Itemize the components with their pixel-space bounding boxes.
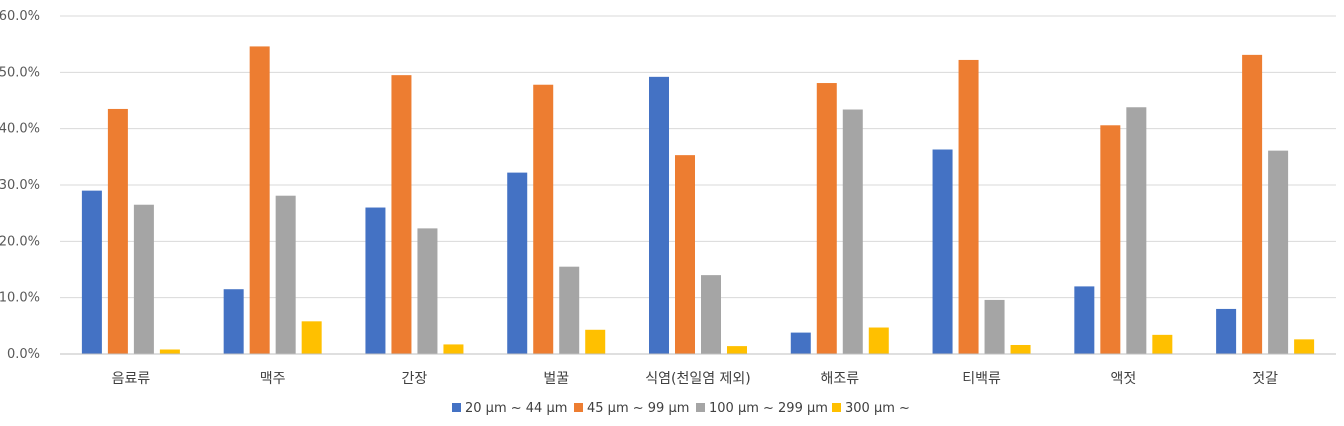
bar	[301, 321, 322, 354]
y-tick-label: 10.0%	[0, 291, 40, 306]
x-category-label: 티백류	[962, 371, 1001, 387]
bar	[507, 172, 528, 354]
bar	[701, 275, 721, 354]
bar	[1126, 107, 1147, 354]
bar	[984, 299, 1005, 354]
y-tick-label: 0.0%	[7, 347, 40, 362]
x-category-label: 식염(천일염 제외)	[645, 371, 751, 387]
bar	[675, 155, 695, 354]
bar	[958, 59, 979, 354]
legend-label: 300 µm ~	[845, 401, 910, 416]
bar	[727, 346, 747, 354]
bar	[107, 108, 128, 354]
bar	[559, 266, 580, 354]
bar	[159, 349, 180, 354]
bar	[223, 289, 244, 354]
bar	[1268, 150, 1289, 354]
bar	[533, 84, 554, 354]
gridlines	[60, 15, 1336, 299]
x-category-label: 음료류	[112, 371, 151, 387]
bar	[1152, 334, 1173, 354]
bar	[868, 327, 889, 354]
bar	[81, 190, 102, 354]
bar	[365, 207, 386, 354]
x-category-label: 간장	[402, 371, 428, 387]
x-category-label: 해조류	[820, 371, 859, 387]
bar	[816, 83, 837, 354]
category-labels: 음료류 맥주 간장 벌꿀 식염(천일염 제외) 해조류 티백류 액젓 젓갈	[112, 371, 1279, 387]
y-tick-label: 30.0%	[0, 178, 40, 193]
bar	[790, 332, 811, 354]
x-category-label: 액젓	[1110, 371, 1136, 387]
legend-label: 100 µm ~ 299 µm	[709, 401, 828, 416]
y-tick-label: 40.0%	[0, 122, 40, 137]
legend-swatch	[452, 403, 461, 412]
y-tick-label: 60.0%	[0, 9, 40, 24]
bar	[391, 75, 412, 355]
x-category-label: 맥주	[260, 371, 286, 387]
legend-label: 45 µm ~ 99 µm	[587, 401, 689, 416]
x-category-label: 벌꿀	[543, 371, 569, 387]
legend-swatch	[574, 403, 583, 412]
legend-swatch	[696, 403, 705, 412]
bar	[275, 195, 296, 354]
y-tick-label: 20.0%	[0, 234, 40, 249]
bar	[1242, 54, 1263, 355]
bar	[417, 228, 438, 354]
y-axis-tick-labels: 0.0% 10.0% 20.0% 30.0% 40.0% 50.0% 60.0%	[0, 9, 40, 362]
bar	[133, 204, 154, 354]
bar	[443, 344, 464, 354]
x-category-label: 젓갈	[1252, 371, 1278, 387]
bar	[1100, 125, 1121, 354]
bar	[1216, 308, 1237, 354]
y-tick-label: 50.0%	[0, 65, 40, 80]
bar	[932, 149, 953, 354]
legend: 20 µm ~ 44 µm 45 µm ~ 99 µm 100 µm ~ 299 µ…	[452, 401, 910, 416]
bar	[842, 109, 863, 354]
legend-label: 20 µm ~ 44 µm	[465, 401, 567, 416]
bars	[81, 46, 1315, 355]
legend-swatch	[832, 403, 841, 412]
bar	[585, 329, 606, 354]
bar	[1294, 339, 1315, 354]
bar	[1010, 344, 1031, 354]
bar	[249, 46, 270, 355]
bar	[1074, 286, 1095, 354]
bar	[649, 76, 669, 354]
